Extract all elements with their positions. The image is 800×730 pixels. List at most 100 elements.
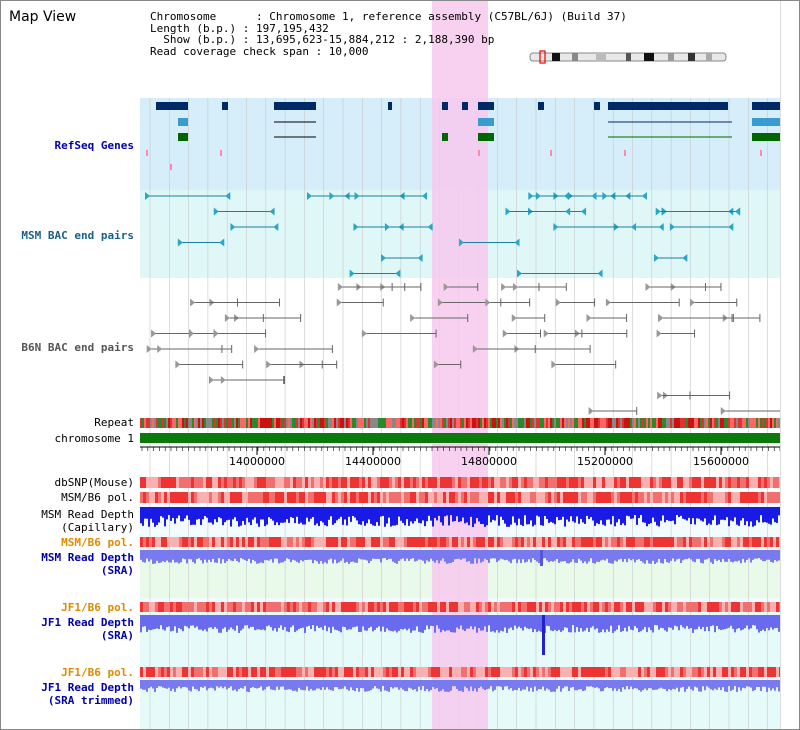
track-label-jf1-b6-pol-2[interactable]: JF1/B6 pol. (61, 666, 134, 679)
repeat-element (670, 418, 672, 428)
msm-b6-pol-bar (200, 492, 203, 503)
track-label-jf1-depth-sra[interactable]: JF1 Read Depth (41, 616, 134, 629)
jf1-depth-trim-bar (530, 680, 532, 688)
track-label-jf1-b6-pol-1[interactable]: JF1/B6 pol. (61, 601, 134, 614)
msm-b6-pol-bar (353, 492, 356, 503)
jf1-depth-sra-bar (340, 615, 342, 633)
msm-b6-pol-sra-bar (479, 537, 482, 547)
jf1-depth-trim-bar (664, 680, 666, 690)
jf1-depth-trim-bar (402, 680, 404, 690)
jf1-b6-pol-trim-bar (674, 667, 677, 677)
jf1-depth-sra-bar (218, 615, 220, 633)
msm-b6-pol-bar (641, 492, 644, 503)
msm-b6-pol-sra-bar (377, 537, 380, 547)
msm-b6-pol-sra-bar (668, 537, 671, 547)
jf1-b6-pol-bar (173, 602, 176, 612)
jf1-b6-pol-bar (548, 602, 551, 612)
jf1-depth-sra-bar (194, 615, 196, 628)
jf1-b6-pol-trim-bar (368, 667, 371, 677)
dbsnp-bar (248, 477, 251, 488)
track-label-b6n-bac[interactable]: B6N BAC end pairs (21, 341, 134, 354)
track-label-repeat[interactable]: Repeat (94, 416, 134, 429)
jf1-b6-pol-trim-bar (479, 667, 482, 677)
jf1-b6-pol-trim-bar (566, 667, 569, 677)
msm-b6-pol-sra-bar (509, 537, 512, 547)
msm-depth-sra-bar (196, 550, 198, 560)
repeat-element (646, 418, 648, 428)
repeat-element (690, 418, 692, 428)
msm-b6-pol-bar (539, 492, 542, 503)
repeat-element (480, 418, 482, 428)
msm-depth-capillary-bar (304, 507, 306, 525)
msm-b6-pol-sra-bar (299, 537, 302, 547)
jf1-b6-pol-trim-bar (521, 667, 524, 677)
jf1-b6-pol-trim-bar (515, 667, 518, 677)
repeat-element (734, 418, 736, 428)
dbsnp-bar (710, 477, 713, 488)
jf1-b6-pol-bar (164, 602, 167, 612)
msm-depth-capillary-bar (512, 507, 514, 517)
repeat-element (474, 418, 476, 428)
msm-depth-capillary-bar (334, 507, 336, 524)
track-label-msm-b6-pol-1[interactable]: MSM/B6 pol. (61, 491, 134, 504)
repeat-element (668, 418, 670, 428)
dbsnp-bar (509, 477, 512, 488)
track-label-msm-bac[interactable]: MSM BAC end pairs (21, 229, 134, 242)
jf1-b6-pol-trim-bar (395, 667, 398, 677)
repeat-element (462, 418, 464, 428)
repeat-element (738, 418, 740, 428)
msm-depth-capillary-bar (148, 507, 150, 527)
msm-depth-capillary-bar (618, 507, 620, 520)
repeat-element (282, 418, 284, 428)
repeat-element (458, 418, 460, 428)
jf1-depth-trim-bar (696, 680, 698, 688)
track-label-refseq[interactable]: RefSeq Genes (54, 139, 134, 152)
track-label-msm-depth-cap[interactable]: MSM Read Depth (41, 508, 134, 521)
jf1-b6-pol-bar (587, 602, 590, 612)
dbsnp-bar (149, 477, 152, 488)
msm-depth-capillary-bar (606, 507, 608, 520)
msm-depth-capillary-bar (212, 507, 214, 525)
repeat-element (566, 418, 568, 428)
track-label-chromosome[interactable]: chromosome 1 (54, 432, 134, 445)
msm-depth-capillary-bar (754, 507, 756, 526)
track-label-dbsnp[interactable]: dbSNP(Mouse) (54, 476, 134, 489)
jf1-depth-trim-bar (628, 680, 630, 690)
msm-b6-pol-sra-bar (539, 537, 542, 547)
msm-b6-pol-bar (770, 492, 773, 503)
jf1-depth-trim-bar (724, 680, 726, 692)
msm-depth-sra-bar (408, 550, 410, 561)
jf1-b6-pol-bar (665, 602, 668, 612)
msm-b6-pol-bar (722, 492, 725, 503)
msm-depth-sra-bar (208, 550, 210, 560)
genome-plot-area[interactable]: 14000000 14400000 14800000 15200000 15600000 (140, 0, 799, 730)
jf1-depth-sra-bar (510, 615, 512, 628)
jf1-depth-trim-bar (758, 680, 760, 688)
msm-depth-sra-bar (194, 550, 196, 564)
jf1-b6-pol-trim-bar (665, 667, 668, 677)
jf1-depth-sra-bar (678, 615, 680, 631)
msm-depth-sra-bar (626, 550, 628, 563)
msm-b6-pol-sra-bar (188, 537, 191, 547)
msm-b6-pol-bar (602, 492, 605, 503)
jf1-depth-trim-bar (732, 680, 734, 690)
track-label-msm-depth-sra[interactable]: MSM Read Depth (41, 551, 134, 564)
track-label-msm-b6-pol-2[interactable]: MSM/B6 pol. (61, 536, 134, 549)
dbsnp-bar (395, 477, 398, 488)
msm-depth-capillary-bar (578, 507, 580, 524)
jf1-depth-sra-bar (566, 615, 568, 628)
jf1-b6-pol-trim-bar (362, 667, 365, 677)
jf1-b6-pol-trim-bar (416, 667, 419, 677)
repeat-element (212, 418, 214, 428)
track-label-jf1-depth-trim[interactable]: JF1 Read Depth (41, 681, 134, 694)
repeat-element (568, 418, 570, 428)
track-label-msm-depth-cap-sub: (Capillary) (61, 521, 134, 534)
msm-depth-sra-bar (352, 550, 354, 562)
jf1-depth-sra-bar (496, 615, 498, 631)
jf1-depth-trim-bar (500, 680, 502, 687)
msm-depth-sra-bar (546, 550, 548, 561)
repeat-element (296, 418, 298, 428)
jf1-b6-pol-bar (371, 602, 374, 612)
msm-depth-sra-bar (686, 550, 688, 560)
dbsnp-bar (437, 477, 440, 488)
